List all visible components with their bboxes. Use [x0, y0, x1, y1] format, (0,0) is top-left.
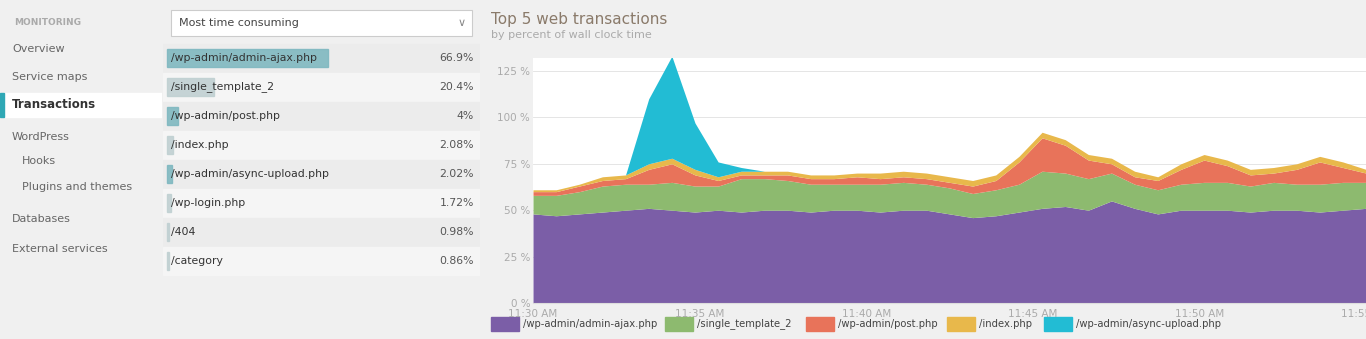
Bar: [167, 223, 169, 241]
Text: /index.php: /index.php: [979, 319, 1031, 329]
Text: 20.4%: 20.4%: [440, 82, 474, 92]
Text: /index.php: /index.php: [171, 140, 228, 150]
Text: 2.02%: 2.02%: [440, 169, 474, 179]
Bar: [167, 49, 328, 67]
Bar: [806, 317, 835, 331]
Text: 66.9%: 66.9%: [440, 53, 474, 63]
Text: Transactions: Transactions: [12, 99, 96, 112]
Text: /wp-admin/post.php: /wp-admin/post.php: [837, 319, 937, 329]
Text: /category: /category: [171, 256, 223, 266]
Text: 2.08%: 2.08%: [440, 140, 474, 150]
Text: ∨: ∨: [458, 18, 466, 28]
Text: /wp-admin/async-upload.php: /wp-admin/async-upload.php: [171, 169, 329, 179]
Text: /wp-admin/async-upload.php: /wp-admin/async-upload.php: [1076, 319, 1221, 329]
Bar: [163, 102, 479, 130]
Bar: [163, 218, 479, 246]
Bar: [0, 93, 163, 117]
Bar: [167, 136, 172, 154]
Bar: [167, 194, 171, 212]
Text: Top 5 web transactions: Top 5 web transactions: [490, 12, 668, 27]
Text: 4%: 4%: [456, 111, 474, 121]
Bar: [947, 317, 975, 331]
Text: /single_template_2: /single_template_2: [697, 319, 791, 330]
Text: /wp-login.php: /wp-login.php: [171, 198, 246, 208]
Text: by percent of wall clock time: by percent of wall clock time: [490, 30, 652, 40]
Text: /wp-admin/post.php: /wp-admin/post.php: [171, 111, 280, 121]
Bar: [167, 252, 169, 270]
Bar: [0, 93, 4, 117]
Text: Databases: Databases: [12, 214, 71, 224]
Text: /single_template_2: /single_template_2: [171, 82, 275, 93]
Text: MONITORING: MONITORING: [14, 18, 81, 27]
Text: 1.72%: 1.72%: [440, 198, 474, 208]
Text: Overview: Overview: [12, 44, 64, 54]
Bar: [1044, 317, 1072, 331]
Bar: [167, 107, 178, 125]
Bar: [665, 317, 693, 331]
Bar: [167, 78, 214, 96]
Text: /404: /404: [171, 227, 195, 237]
Text: 0.86%: 0.86%: [440, 256, 474, 266]
Bar: [163, 160, 479, 188]
Text: Hooks: Hooks: [22, 156, 56, 166]
Bar: [163, 131, 479, 159]
Bar: [163, 73, 479, 101]
Bar: [163, 44, 479, 72]
FancyBboxPatch shape: [171, 10, 473, 36]
Text: /wp-admin/admin-ajax.php: /wp-admin/admin-ajax.php: [523, 319, 657, 329]
Bar: [490, 317, 519, 331]
Bar: [163, 247, 479, 275]
Text: Plugins and themes: Plugins and themes: [22, 182, 133, 192]
Bar: [167, 165, 172, 183]
Text: Most time consuming: Most time consuming: [179, 18, 299, 28]
Text: 0.98%: 0.98%: [440, 227, 474, 237]
Text: WordPress: WordPress: [12, 132, 70, 142]
Text: Service maps: Service maps: [12, 72, 87, 82]
Text: /wp-admin/admin-ajax.php: /wp-admin/admin-ajax.php: [171, 53, 317, 63]
Text: External services: External services: [12, 244, 108, 254]
Bar: [163, 189, 479, 217]
